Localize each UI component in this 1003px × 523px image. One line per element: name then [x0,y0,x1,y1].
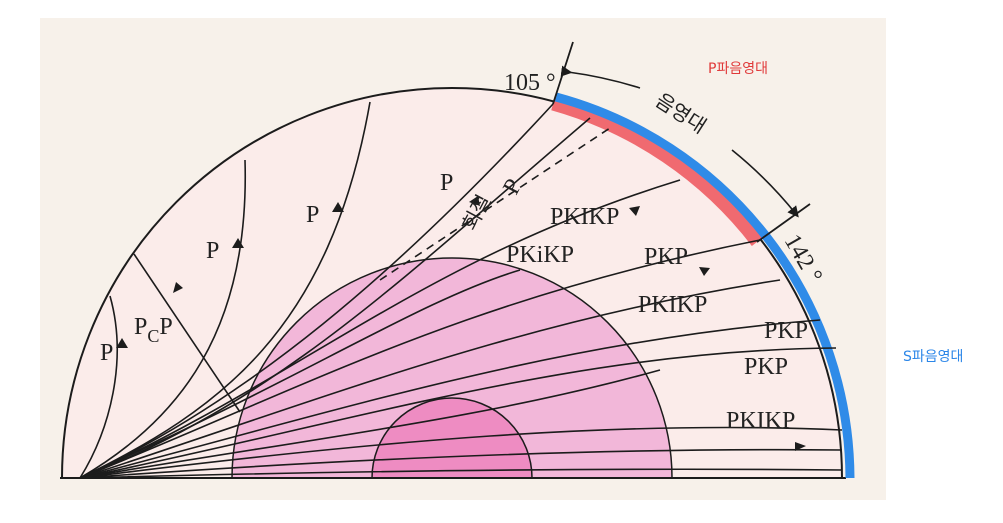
ray-inner-a [79,269,521,479]
arrowhead-pkp [699,267,710,276]
ray-p-4 [79,103,554,479]
ray-low-c [79,468,843,479]
label-pkp-3: PKP [744,354,788,380]
ray-p-2 [79,159,246,479]
ray-diffracted [79,117,591,479]
ray-inner-b [79,369,661,479]
ray-pkp-a [79,279,781,479]
arrowhead-p4 [469,196,480,206]
label-pkikp-3: PKIKP [726,408,795,434]
arrowhead-pkikp [629,206,640,216]
label-pkp-1: PKP [644,244,688,270]
shadow-zone-arc-b [731,149,799,218]
ray-dashed [379,127,611,281]
label-p-2: P [206,238,219,264]
arrowhead-p1 [116,338,128,348]
ray-pcp [133,253,241,413]
arrowhead-p3 [332,202,344,212]
arrowhead-pcp [173,282,183,293]
tick-142 [756,203,811,243]
label-pkikp-2: PKIKP [638,292,707,318]
label-p-1: P [100,340,113,366]
ray-pkikp-low-b [79,448,843,479]
angle-105: 105 ° [504,70,556,96]
ray-pkikp-top [79,179,681,479]
arrowhead-low [795,442,806,451]
arrowhead-p2 [232,238,244,248]
ray-pkp-b [79,319,821,479]
shadow-zone-arc-a [560,65,641,89]
label-p-4: P [440,170,453,196]
label-p-3: P [306,202,319,228]
ray-p-1 [79,295,118,479]
label-pkikp-1: PKIKP [550,204,619,230]
ray-pkikp-low-a [79,426,843,479]
p-wave-shadow-label: P파음영대 [708,61,768,77]
label-pkp-2: PKP [764,318,808,344]
ray-pkp-c [79,347,837,479]
s-shadow-band [554,92,855,479]
ray-p-3 [79,101,371,479]
p-shadow-band [551,97,763,246]
label-pcp: PCP [134,314,173,346]
label-pkikp-lower: PKiKP [506,242,574,268]
s-wave-shadow-label: S파음영대 [903,349,964,365]
ray-pkikp-mid [79,239,761,479]
